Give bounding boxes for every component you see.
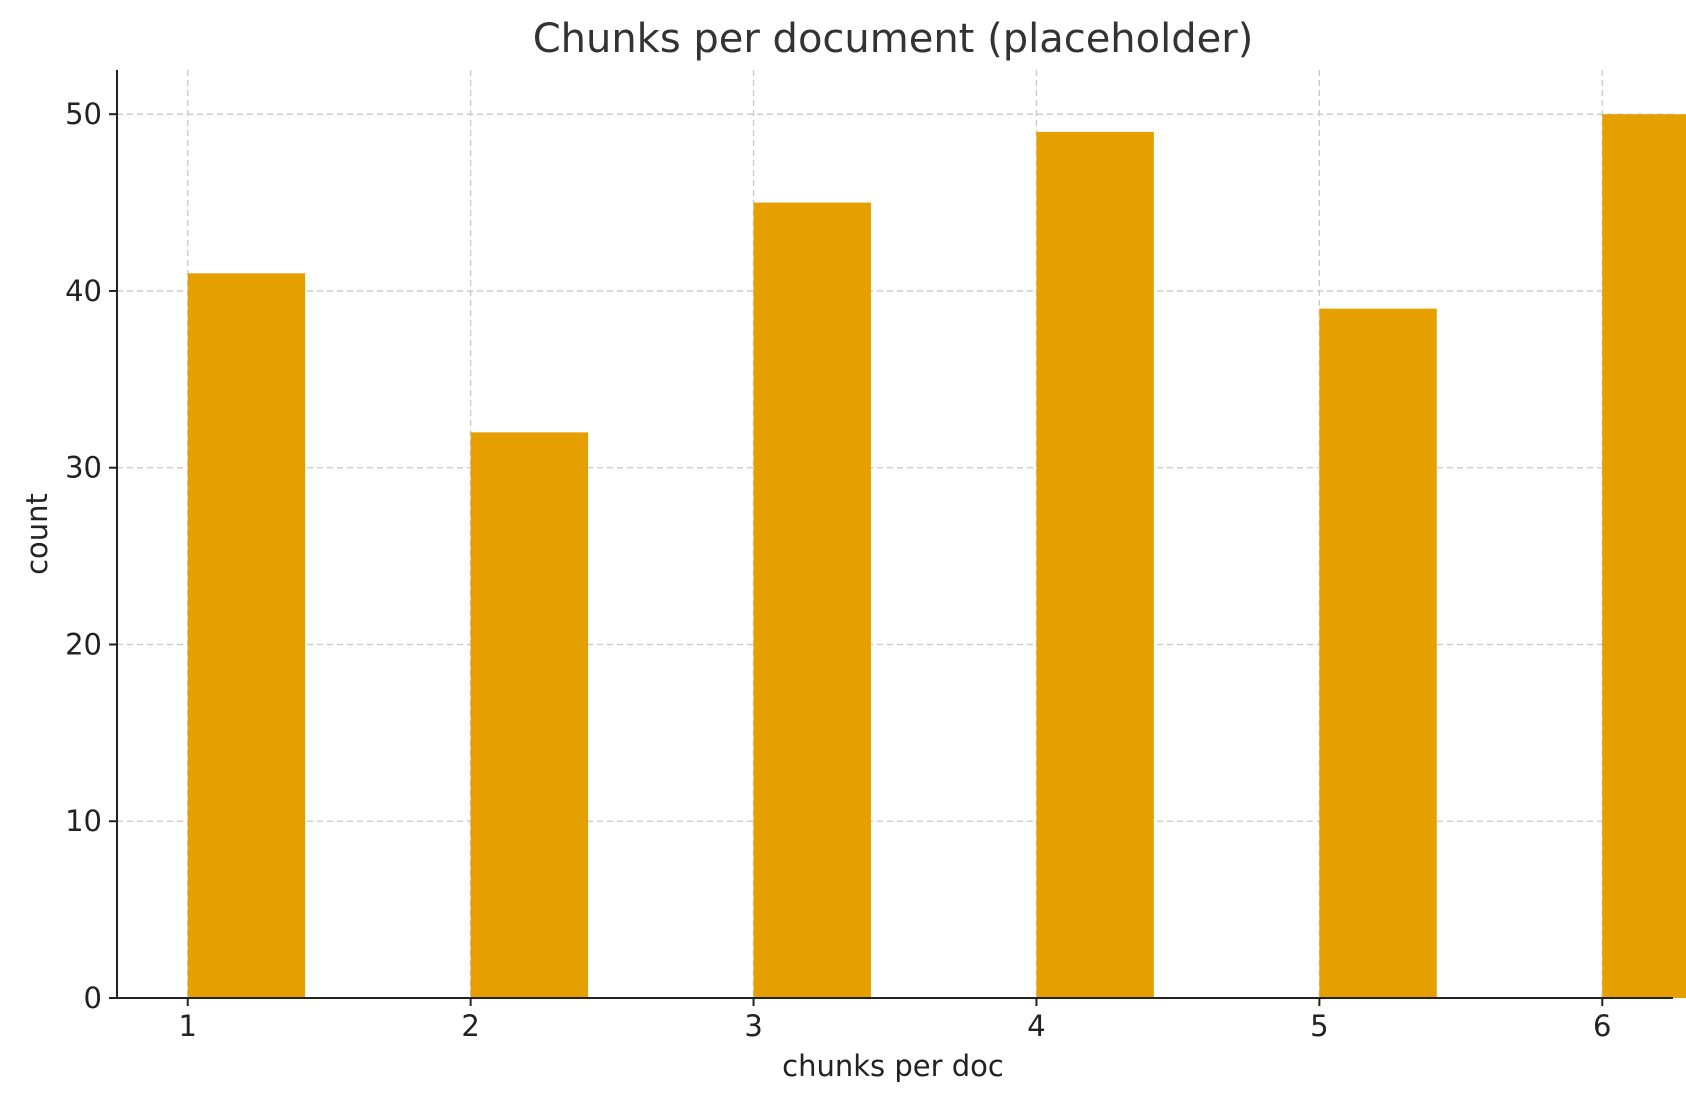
- bar-layer: [187, 114, 1686, 999]
- y-tick-label: 20: [65, 627, 102, 661]
- y-ticks: 0 10 20 30 40 50: [65, 97, 117, 1015]
- grid-layer: [117, 70, 1673, 999]
- y-tick-label: 40: [65, 274, 102, 308]
- y-axis-label: count: [20, 493, 54, 575]
- bar: [187, 273, 306, 998]
- bar: [1319, 308, 1437, 999]
- x-tick-label: 5: [1310, 1009, 1328, 1043]
- bar: [753, 202, 871, 999]
- chart-title: Chunks per document (placeholder): [533, 16, 1254, 62]
- y-tick-label: 10: [65, 804, 102, 838]
- bar: [1036, 131, 1154, 998]
- x-axis-label: chunks per doc: [782, 1049, 1004, 1083]
- x-tick-label: 4: [1027, 1009, 1045, 1043]
- bar: [1602, 114, 1686, 998]
- y-tick-label: 30: [65, 451, 102, 485]
- y-tick-label: 50: [65, 97, 102, 131]
- axis-layer: [116, 70, 1673, 999]
- x-tick-label: 3: [744, 1009, 762, 1043]
- y-tick-label: 0: [84, 981, 102, 1015]
- bar: [470, 432, 589, 998]
- x-tick-label: 1: [179, 1009, 197, 1043]
- axis-spines: [116, 70, 1673, 999]
- x-tick-label: 6: [1593, 1009, 1611, 1043]
- x-tick-label: 2: [461, 1009, 479, 1043]
- x-ticks: 1 2 3 4 5 6: [179, 998, 1611, 1043]
